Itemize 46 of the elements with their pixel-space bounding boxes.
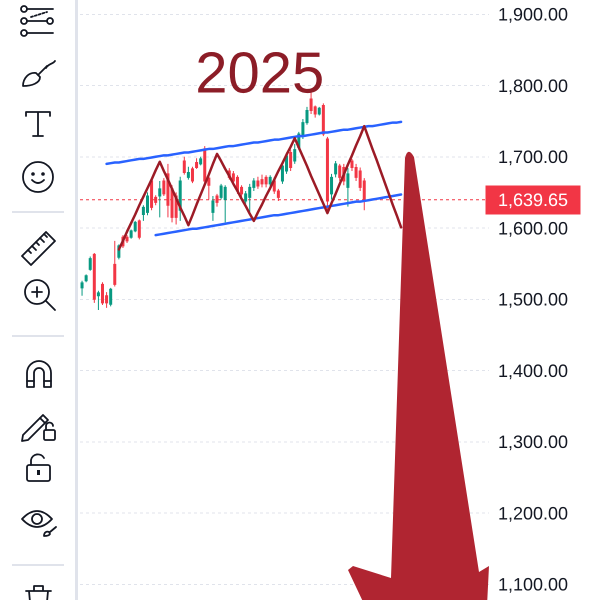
candlestick	[334, 160, 338, 178]
candlestick	[289, 149, 292, 172]
y-tick-label: 1,900.00	[498, 4, 568, 25]
candlestick	[293, 143, 296, 164]
candlestick	[195, 158, 198, 170]
candlestick	[264, 174, 268, 188]
y-tick-label: 1,400.00	[498, 360, 568, 381]
candlestick	[318, 106, 321, 116]
y-tick-label: 1,600.00	[498, 218, 568, 238]
candlestick	[182, 156, 186, 176]
candlestick	[138, 218, 141, 240]
candlestick	[256, 176, 260, 190]
candlestick	[310, 92, 313, 115]
line-series	[154, 193, 402, 236]
candlestick	[211, 195, 214, 222]
candlestick	[330, 173, 334, 200]
candlestick	[96, 290, 100, 310]
candlestick	[224, 184, 227, 223]
candlestick	[203, 146, 206, 184]
y-tick-label: 1,200.00	[498, 503, 568, 524]
line-series	[105, 120, 402, 166]
text: 2025	[195, 40, 324, 106]
candlestick	[88, 256, 92, 272]
candlestick	[199, 156, 202, 166]
candlestick	[322, 102, 325, 137]
line-series	[118, 124, 402, 251]
y-tick-label: 1,300.00	[498, 432, 568, 452]
ref-line-label: 1,639.65	[498, 190, 568, 210]
candlestick	[338, 163, 342, 182]
candlestick	[113, 240, 116, 287]
candlestick	[260, 174, 264, 188]
candlestick	[84, 274, 88, 283]
candlestick	[190, 166, 194, 184]
candlestick	[268, 174, 272, 188]
candlestick	[158, 180, 162, 218]
y-tick-label: 1,700.00	[498, 147, 568, 168]
candlestick	[109, 287, 112, 307]
y-tick-label: 1,100.00	[498, 574, 568, 595]
y-tick-label: 1,800.00	[498, 76, 568, 96]
candlestick	[100, 282, 104, 306]
candlestick	[346, 168, 350, 208]
candlestick	[92, 252, 96, 304]
candlestick	[80, 280, 84, 296]
candlestick	[186, 166, 190, 180]
candlestick	[326, 136, 329, 211]
y-tick-label: 1,500.00	[498, 290, 568, 310]
